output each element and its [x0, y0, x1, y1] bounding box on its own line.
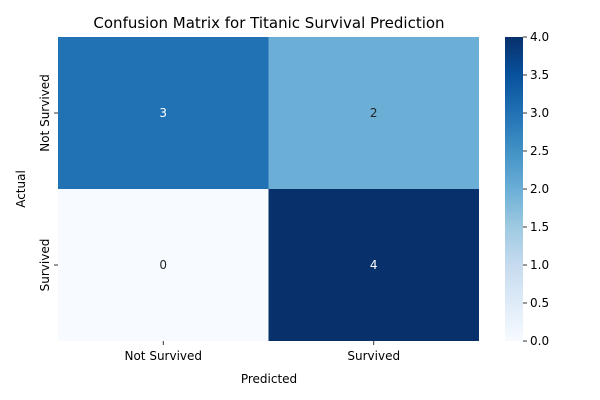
- y-tick-label: Not Survived: [38, 74, 52, 152]
- heatmap-cell: [268, 189, 479, 341]
- heatmap-cell: [58, 189, 269, 341]
- colorbar-tick-label: 2.5: [530, 144, 549, 158]
- colorbar-tick-label: 3.5: [530, 68, 549, 82]
- cell-value-label: 4: [370, 258, 378, 272]
- colorbar-tick-label: 3.0: [530, 106, 549, 120]
- y-tick-label: Survived: [38, 239, 52, 292]
- colorbar-tick-label: 2.0: [530, 182, 549, 196]
- cell-value-label: 2: [370, 106, 378, 120]
- x-tick-label: Survived: [347, 349, 400, 363]
- y-axis-label: Actual: [14, 170, 28, 208]
- heatmap-cells: 3 2 0 4: [58, 37, 479, 341]
- x-axis-label: Predicted: [241, 372, 297, 386]
- x-axis-ticks: Not Survived Survived: [124, 341, 400, 363]
- colorbar-tick-label: 0.0: [530, 334, 549, 348]
- heatmap-cell: [58, 37, 269, 189]
- colorbar-tick-label: 4.0: [530, 30, 549, 44]
- y-axis-ticks: Not Survived Survived: [38, 74, 58, 291]
- heatmap-cell: [268, 37, 479, 189]
- colorbar-tick-label: 1.0: [530, 258, 549, 272]
- cell-value-label: 3: [159, 106, 167, 120]
- x-tick-label: Not Survived: [124, 349, 202, 363]
- colorbar-tick-label: 0.5: [530, 296, 549, 310]
- colorbar-tick-label: 1.5: [530, 220, 549, 234]
- chart-title: Confusion Matrix for Titanic Survival Pr…: [93, 14, 444, 32]
- cell-value-label: 0: [159, 258, 167, 272]
- colorbar-ticks: 0.0 0.5 1.0 1.5 2.0 2.5 3.0 3.5 4.0: [523, 30, 549, 348]
- colorbar: [505, 37, 523, 341]
